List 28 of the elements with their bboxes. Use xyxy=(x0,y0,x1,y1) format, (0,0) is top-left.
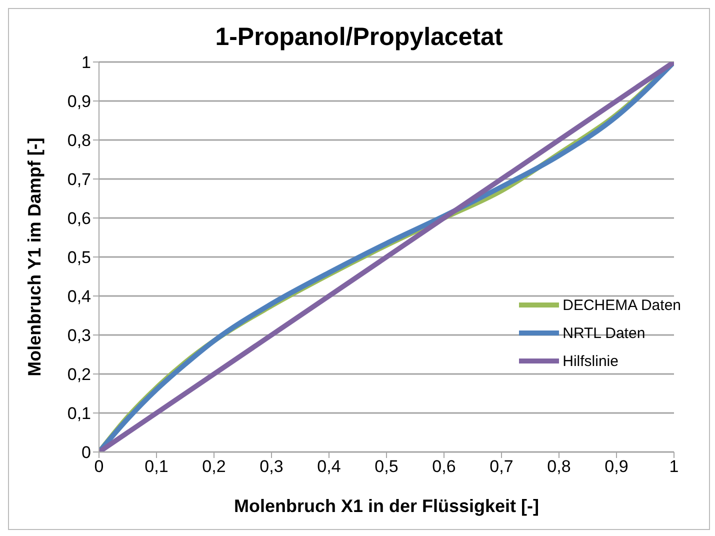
x-tick-label: 0 xyxy=(94,457,104,476)
chart-title: 1-Propanol/Propylacetat xyxy=(214,23,504,52)
y-tick-label: 0,1 xyxy=(67,404,91,424)
y-tick-label: 0,7 xyxy=(67,170,91,190)
x-tick-label: 0,2 xyxy=(202,457,226,476)
x-tick-label: 0,4 xyxy=(317,457,341,476)
y-tick-label: 0,8 xyxy=(67,131,91,150)
x-tick-label: 0,5 xyxy=(374,457,398,476)
x-tick-label: 1 xyxy=(669,457,679,476)
legend-label: DECHEMA Daten xyxy=(562,296,681,314)
y-tick-label: 0,4 xyxy=(67,287,91,306)
legend-label: Hilfslinie xyxy=(562,352,618,370)
y-tick-label: 0 xyxy=(82,443,91,462)
y-tick-label: 0,9 xyxy=(67,92,91,112)
y-tick-label: 0,5 xyxy=(67,248,91,268)
y-tick-label: 1 xyxy=(82,53,91,72)
x-tick-label: 0,1 xyxy=(144,457,168,476)
x-tick-label: 0,3 xyxy=(260,457,284,476)
x-tick-label: 0,7 xyxy=(490,457,514,476)
y-tick-label: 0,6 xyxy=(67,209,91,228)
legend-label: NRTL Daten xyxy=(562,324,646,342)
x-tick-label: 0,9 xyxy=(604,457,628,476)
y-tick-label: 0,2 xyxy=(67,365,91,384)
x-tick-label: 0,6 xyxy=(432,457,456,476)
x-axis-title: Molenbruch X1 in der Flüssigkeit [-] xyxy=(234,496,540,516)
y-tick-label: 0,3 xyxy=(67,326,91,346)
y-axis-title: Molenbruch Y1 im Dampf [-] xyxy=(24,138,44,376)
x-tick-label: 0,8 xyxy=(547,457,571,476)
